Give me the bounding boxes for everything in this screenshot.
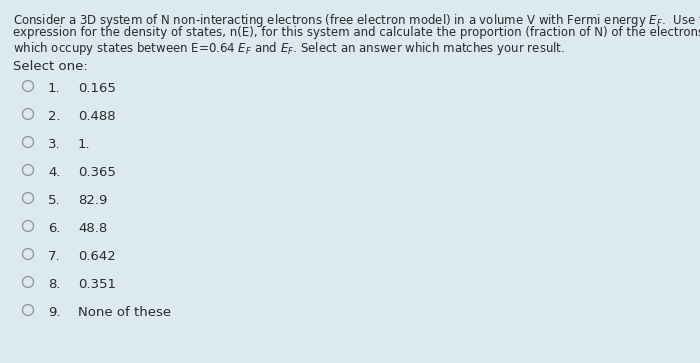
Text: 82.9: 82.9	[78, 194, 107, 207]
Text: None of these: None of these	[78, 306, 171, 319]
Text: 6.: 6.	[48, 222, 60, 235]
Text: 0.642: 0.642	[78, 250, 116, 263]
Text: 9.: 9.	[48, 306, 60, 319]
Text: 4.: 4.	[48, 166, 60, 179]
Text: 0.165: 0.165	[78, 82, 116, 95]
Text: 0.351: 0.351	[78, 278, 116, 291]
Text: 3.: 3.	[48, 138, 61, 151]
Text: 1.: 1.	[78, 138, 90, 151]
Text: 2.: 2.	[48, 110, 61, 123]
Text: which occupy states between E=0.64 $E_F$ and $E_F$. Select an answer which match: which occupy states between E=0.64 $E_F$…	[13, 40, 565, 57]
Text: 0.365: 0.365	[78, 166, 116, 179]
Text: 5.: 5.	[48, 194, 61, 207]
Text: expression for the density of states, n(E), for this system and calculate the pr: expression for the density of states, n(…	[13, 26, 700, 39]
Text: 48.8: 48.8	[78, 222, 107, 235]
Text: 0.488: 0.488	[78, 110, 116, 123]
Text: 8.: 8.	[48, 278, 60, 291]
Text: 7.: 7.	[48, 250, 61, 263]
Text: 1.: 1.	[48, 82, 61, 95]
Text: Consider a 3D system of N non-interacting electrons (free electron model) in a v: Consider a 3D system of N non-interactin…	[13, 12, 700, 29]
Text: Select one:: Select one:	[13, 60, 88, 73]
